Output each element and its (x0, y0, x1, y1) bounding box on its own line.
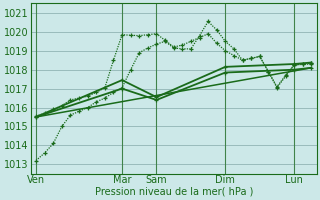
X-axis label: Pression niveau de la mer( hPa ): Pression niveau de la mer( hPa ) (94, 187, 253, 197)
